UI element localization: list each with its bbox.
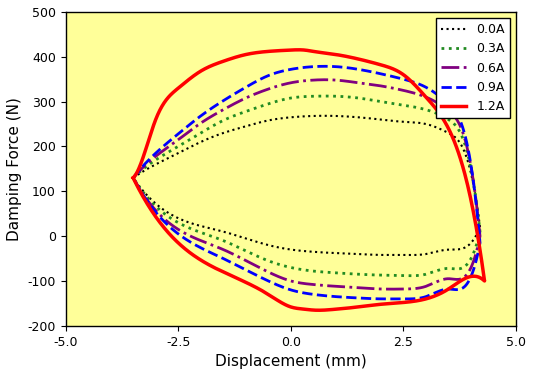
0.3A	[408, 273, 414, 278]
0.0A	[411, 120, 418, 125]
1.2A	[130, 176, 136, 180]
0.0A	[322, 114, 328, 118]
0.3A	[322, 94, 328, 98]
0.9A	[346, 295, 352, 300]
0.3A	[130, 176, 136, 180]
1.2A	[440, 118, 447, 122]
0.9A	[269, 280, 276, 285]
0.3A	[281, 264, 288, 268]
1.2A	[350, 305, 356, 310]
0.3A	[201, 129, 207, 133]
0.6A	[130, 176, 136, 180]
0.9A	[281, 286, 288, 290]
0.6A	[322, 77, 328, 82]
0.6A	[437, 102, 443, 106]
Line: 0.9A: 0.9A	[133, 66, 480, 299]
Y-axis label: Damping Force (N): Damping Force (N)	[7, 97, 22, 241]
0.0A	[281, 246, 288, 251]
0.0A	[408, 253, 414, 257]
0.6A	[130, 176, 136, 180]
X-axis label: Displacement (mm): Displacement (mm)	[215, 354, 367, 369]
1.2A	[130, 176, 136, 180]
Legend: 0.0A, 0.3A, 0.6A, 0.9A, 1.2A: 0.0A, 0.3A, 0.6A, 0.9A, 1.2A	[437, 18, 510, 118]
0.9A	[411, 80, 418, 85]
1.2A	[202, 67, 208, 71]
0.0A	[130, 176, 136, 180]
0.3A	[130, 176, 136, 180]
0.9A	[130, 176, 136, 180]
1.2A	[315, 308, 321, 312]
0.9A	[384, 297, 391, 301]
0.9A	[130, 176, 136, 180]
0.0A	[201, 138, 207, 143]
Line: 0.3A: 0.3A	[133, 96, 480, 276]
1.2A	[284, 303, 290, 308]
0.6A	[387, 287, 393, 291]
0.3A	[269, 260, 276, 264]
0.9A	[201, 111, 207, 116]
1.2A	[271, 296, 277, 300]
0.0A	[437, 126, 443, 131]
Line: 1.2A: 1.2A	[133, 50, 484, 310]
0.0A	[130, 176, 136, 180]
Line: 0.0A: 0.0A	[133, 116, 480, 255]
0.6A	[346, 285, 352, 290]
0.9A	[437, 94, 443, 99]
0.0A	[346, 252, 352, 256]
Line: 0.6A: 0.6A	[133, 80, 480, 289]
0.6A	[269, 271, 276, 276]
0.9A	[322, 64, 328, 68]
0.6A	[281, 277, 288, 281]
0.6A	[411, 91, 418, 96]
0.3A	[411, 105, 418, 109]
1.2A	[295, 47, 302, 52]
1.2A	[415, 86, 422, 91]
0.3A	[346, 271, 352, 276]
0.3A	[437, 112, 443, 117]
0.0A	[269, 244, 276, 248]
0.6A	[201, 119, 207, 123]
